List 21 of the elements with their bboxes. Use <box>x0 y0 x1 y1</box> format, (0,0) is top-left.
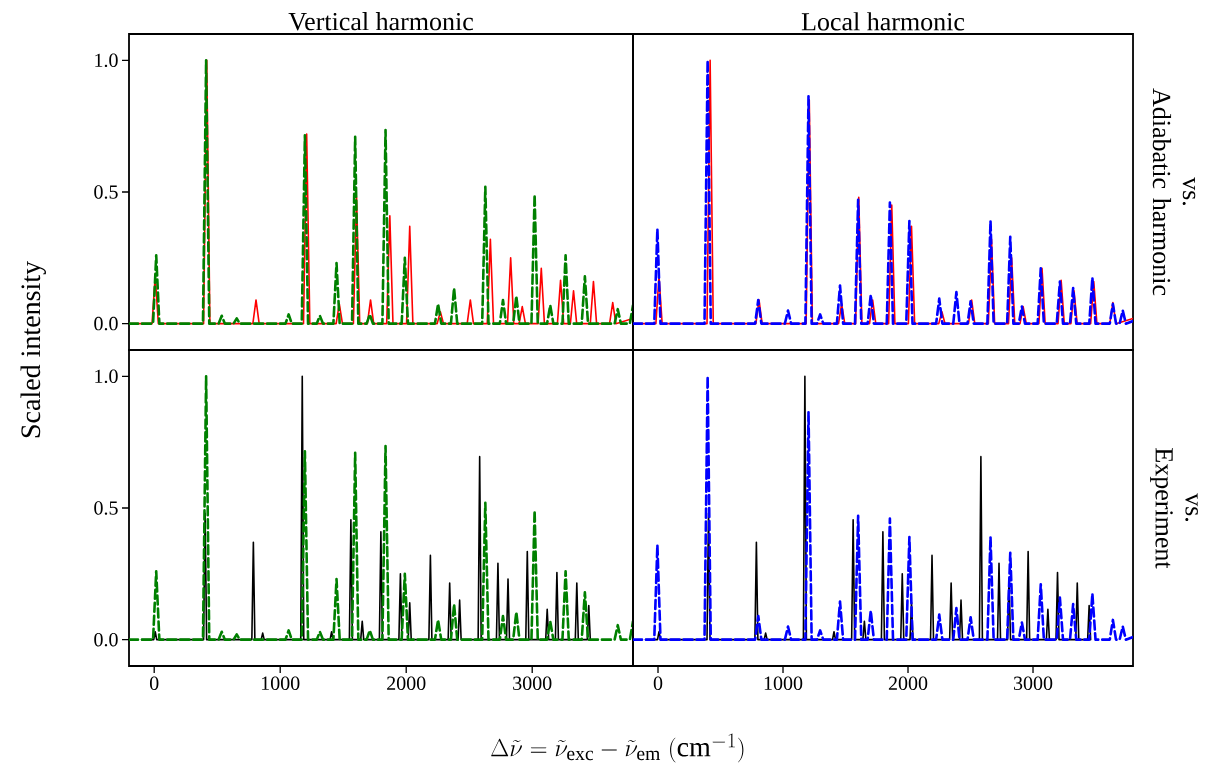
y2-axis-title: vs. Experiment <box>1150 448 1198 569</box>
y-axis-title: Scaled intensity <box>20 261 46 438</box>
y2-axis-title: vs. Adiabatic harmonic <box>1152 88 1196 296</box>
x-tick-label: 1000 <box>261 676 300 691</box>
x-tick-label: 1000 <box>764 676 803 691</box>
y-tick-label: 0.5 <box>94 185 118 199</box>
x-tick-label: 3000 <box>513 676 552 691</box>
y-tick-label: 1.0 <box>95 53 118 68</box>
x-axis-title: $\Delta\tilde{\nu} = \tilde{\nu}_{\mathrm{exc}} - \tilde{\nu}_{\mathrm{em}}\ (\mathrm{cm}^{-1})$ <box>491 733 744 763</box>
x-tick-label: 2000 <box>387 676 426 691</box>
y-tick-label: 0.0 <box>94 632 118 647</box>
x-tick-label: 0 <box>653 676 663 691</box>
line-series <box>129 59 634 325</box>
x-tick-label: 2000 <box>888 676 928 691</box>
x-tick-label: 0 <box>149 676 159 691</box>
x-tick-label: 3000 <box>1013 676 1053 691</box>
y-tick-label: 1.0 <box>95 369 118 384</box>
chart-title: Vertical harmonic <box>288 12 473 31</box>
y-tick-label: 0.0 <box>94 316 118 331</box>
y-tick-label: 0.5 <box>94 501 118 515</box>
chart-title: Local harmonic <box>801 12 965 31</box>
